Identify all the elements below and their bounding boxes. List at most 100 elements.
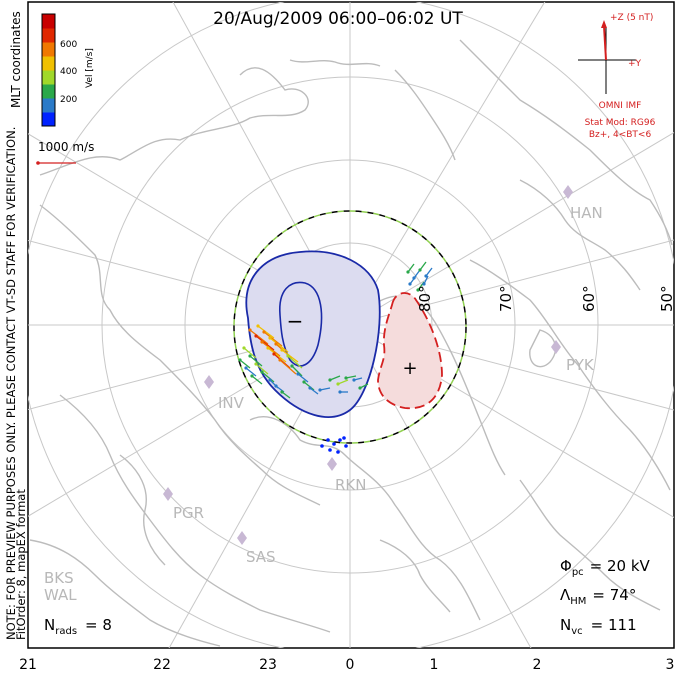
velocity-vector-origin — [328, 378, 332, 382]
radar-site-marker — [327, 457, 337, 471]
latitude-label: 70° — [497, 285, 515, 312]
meridian-line — [349, 2, 546, 326]
velocity-vector — [329, 375, 341, 381]
velocity-vectors — [238, 261, 433, 454]
velocity-vector — [345, 375, 357, 379]
coastline-path — [529, 329, 557, 368]
velocity-vector-origin — [320, 444, 324, 448]
stat-nrads-symbol: N — [44, 616, 55, 634]
velocity-vector-origin — [260, 370, 264, 374]
velocity-vector — [249, 355, 263, 367]
meridian-line — [349, 131, 674, 326]
velocity-vector-origin — [352, 378, 356, 382]
velocity-vector-origin — [256, 324, 260, 328]
velocity-vector-origin — [336, 382, 340, 386]
coastline-path — [519, 479, 661, 611]
imf-source: OMNI IMF — [599, 101, 642, 111]
stat-nvc-sub: vc — [571, 626, 582, 637]
velocity-vector-origin — [274, 342, 278, 346]
colorbar-segment — [42, 98, 55, 113]
mlt-tick-label: 23 — [259, 657, 277, 673]
stat-lambda-sub: HM — [570, 596, 586, 607]
svg-text:ΛHM= 74°: ΛHM = 74° — [560, 586, 636, 607]
stat-nvc-symbol: N — [560, 616, 571, 634]
colorbar-segment — [42, 84, 55, 99]
velocity-vector-origin — [278, 358, 282, 362]
mlt-tick-label: 21 — [19, 657, 37, 673]
radar-site-marker — [163, 487, 173, 501]
velocity-vector-origin — [302, 380, 306, 384]
coastline-path — [119, 454, 166, 566]
coastline-path — [519, 179, 641, 291]
station-label: PGR — [173, 504, 204, 522]
svg-text:Nrads= 8: Nrads = 8 — [44, 616, 112, 637]
imf-dial — [578, 20, 636, 94]
velocity-vector — [337, 379, 349, 385]
stat-lambda-symbol: Λ — [560, 586, 571, 604]
coastline-path — [39, 204, 321, 506]
velocity-vector-origin — [308, 386, 312, 390]
coastline-path — [249, 416, 481, 621]
coastline-path — [394, 69, 456, 161]
imf-vector — [603, 25, 607, 61]
latitude-label: 80° — [416, 285, 434, 312]
velocity-vector-origin — [416, 288, 420, 292]
velocity-vector-origin — [406, 270, 410, 274]
colorbar-tick: 200 — [60, 95, 77, 105]
velocity-vector — [257, 325, 275, 339]
velocity-vector — [251, 375, 263, 385]
coastline-path — [59, 394, 331, 633]
imf-y-label: +Y — [628, 59, 642, 69]
velocity-vector-origin — [262, 330, 266, 334]
velocity-vector-origin — [422, 282, 426, 286]
velocity-vector — [261, 341, 281, 357]
velocity-vector — [245, 367, 257, 377]
velocity-vector-origin — [254, 334, 258, 338]
station-label: PYK — [566, 356, 595, 374]
velocity-vector-origin — [344, 444, 348, 448]
velocity-vector-origin — [274, 384, 278, 388]
latitude-label: 50° — [658, 285, 676, 312]
velocity-vector-origin — [280, 390, 284, 394]
negative-cell-outer-contour — [245, 250, 381, 418]
mlt-tick-label: 0 — [346, 657, 355, 673]
coastline-path — [39, 67, 309, 176]
velocity-vector — [243, 347, 257, 359]
svg-text:Nvc= 111: Nvc = 111 — [560, 616, 637, 637]
station-label: SAS — [246, 548, 276, 566]
velocity-vector-origin — [286, 354, 290, 358]
velocity-vector-origin — [328, 448, 332, 452]
velocity-vector-origin — [342, 436, 346, 440]
stat-lambda-value: = 74° — [592, 586, 636, 604]
stat-nrads-value: = 8 — [85, 616, 112, 634]
colorbar-tick: 400 — [60, 67, 77, 77]
velocity-vector-origin — [296, 372, 300, 376]
stat-phi-value: = 20 kV — [590, 557, 651, 575]
stat-nvc-value: = 111 — [591, 616, 637, 634]
chart-title: 20/Aug/2009 06:00–06:02 UT — [213, 9, 463, 29]
colorbar-label: Vel [m/s] — [85, 48, 95, 88]
coastline-path — [29, 539, 221, 647]
colorbar-tick: 600 — [60, 40, 77, 50]
velocity-vector — [255, 335, 275, 351]
imf-z-label: +Z (5 nT) — [610, 13, 653, 23]
fit-order-note: FitOrder: 8, mapEX format — [14, 489, 28, 640]
coastline-path — [469, 259, 671, 491]
imf-model-line2: Bz+, 4<BT<6 — [589, 130, 652, 140]
station-label: RKN — [335, 476, 366, 494]
radar-site-marker — [204, 375, 214, 389]
coordinate-label: MLT coordinates — [9, 11, 23, 108]
velocity-vector-origin — [250, 374, 254, 378]
colorbar-segment — [42, 112, 55, 127]
velocity-vector-origin — [338, 438, 342, 442]
coastlines — [29, 39, 673, 647]
velocity-vector — [263, 331, 283, 347]
colorbar-segment — [42, 14, 55, 29]
velocity-vector — [281, 349, 299, 363]
velocity-vector — [319, 387, 331, 391]
latitude-label: 60° — [580, 285, 598, 312]
velocity-colorbar — [42, 14, 55, 127]
velocity-vector-origin — [238, 358, 242, 362]
velocity-vector-origin — [326, 438, 330, 442]
